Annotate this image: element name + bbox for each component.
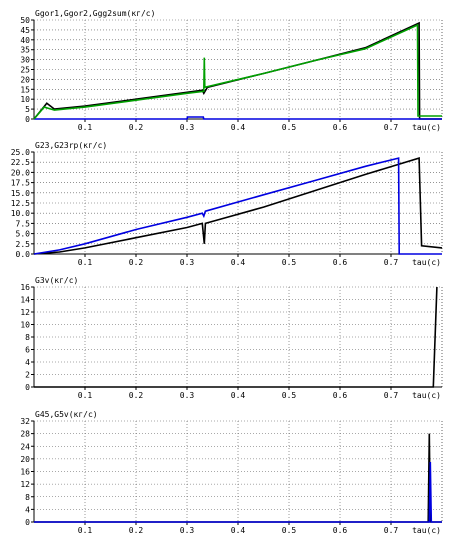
series-line-1 [33, 21, 442, 120]
y-tick-label: 16 [20, 283, 30, 292]
x-tick-label: 0.3 [180, 391, 195, 400]
x-tick-label: 0.6 [333, 123, 348, 132]
y-tick-label: 5 [25, 105, 30, 114]
x-tick-label: 0.4 [231, 391, 246, 400]
x-tick-label: 0.4 [231, 526, 246, 535]
y-tick-label: 4 [25, 358, 30, 367]
y-tick-label: 16 [20, 468, 30, 477]
x-axis-label: tau(c) [412, 391, 441, 400]
y-tick-label: 8 [25, 493, 30, 502]
y-tick-label: 17.5 [11, 179, 30, 188]
y-tick-label: 30 [20, 56, 30, 65]
series-line-2 [33, 157, 442, 255]
x-axis-label: tau(c) [412, 258, 441, 267]
y-tick-label: 20.0 [11, 168, 30, 177]
y-tick-label: 10 [20, 95, 30, 104]
y-tick-label: 25 [20, 66, 30, 75]
y-tick-label: 35 [20, 46, 30, 55]
chart-panel-3: 0 2 4 6 8 10 12 14 16 0.1 0.2 0.3 0.4 0.5 0.6 0.7 G3v(кг… [20, 276, 443, 400]
series-line-3 [33, 23, 442, 120]
x-tick-label: 0.6 [333, 526, 348, 535]
series-line-1 [33, 157, 443, 255]
x-tick-label: 0.2 [129, 258, 144, 267]
x-tick-label: 0.5 [282, 526, 297, 535]
y-tick-label: 32 [20, 417, 30, 426]
x-tick-label: 0.6 [333, 391, 348, 400]
x-tick-label: 0.7 [384, 391, 399, 400]
y-tick-label: 5.0 [16, 230, 31, 239]
y-tick-label: 0 [25, 115, 30, 124]
series-line-2 [34, 461, 442, 523]
x-tick-label: 0.2 [129, 391, 144, 400]
x-tick-label: 0.6 [333, 258, 348, 267]
x-tick-label: 0.5 [282, 258, 297, 267]
x-tick-label: 0.1 [78, 258, 93, 267]
y-tick-label: 0.0 [16, 250, 31, 259]
y-tick-label: 50 [20, 16, 30, 25]
x-axis-label: tau(c) [412, 526, 441, 535]
y-tick-label: 45 [20, 26, 30, 35]
chart-panel-4: 0 4 8 12 16 20 24 28 32 0.1 0.2 0.3 0.4 0.5 0.6 0.7 G45,… [20, 410, 443, 535]
y-tick-label: 20 [20, 75, 30, 84]
y-tick-label: 12.5 [11, 199, 30, 208]
chart-panel-2: 0.02.55.0 7.510.012.515.017.5 20.022.525.0… [11, 141, 443, 267]
x-tick-label: 0.3 [180, 258, 195, 267]
y-tick-label: 8 [25, 333, 30, 342]
y-tick-label: 28 [20, 430, 30, 439]
x-tick-label: 0.5 [282, 123, 297, 132]
x-tick-label: 0.2 [129, 526, 144, 535]
y-tick-label: 24 [20, 442, 30, 451]
y-tick-label: 10 [20, 321, 30, 330]
chart-title: G45,G5v(кг/с) [35, 410, 98, 419]
y-tick-label: 20 [20, 455, 30, 464]
x-tick-label: 0.7 [384, 258, 399, 267]
series-line-1 [34, 286, 438, 388]
x-tick-label: 0.1 [78, 526, 93, 535]
x-axis-label: tau(c) [412, 123, 441, 132]
x-tick-label: 0.4 [231, 258, 246, 267]
y-tick-label: 0 [25, 518, 30, 527]
y-tick-label: 15 [20, 85, 30, 94]
y-tick-label: 2 [25, 371, 30, 380]
y-tick-label: 12 [20, 480, 30, 489]
chart-title: G23,G23rp(кг/с) [35, 141, 107, 150]
series-line-2 [34, 116, 442, 120]
chart-title: G3v(кг/с) [35, 276, 78, 285]
y-tick-label: 40 [20, 36, 30, 45]
y-tick-label: 4 [25, 505, 30, 514]
chart-title: Ggor1,Ggor2,Ggg2sum(кг/с) [35, 9, 155, 18]
y-tick-label: 7.5 [16, 219, 31, 228]
x-tick-label: 0.4 [231, 123, 246, 132]
x-tick-label: 0.2 [129, 123, 144, 132]
y-tick-label: 15.0 [11, 189, 30, 198]
x-tick-label: 0.3 [180, 526, 195, 535]
x-tick-label: 0.3 [180, 123, 195, 132]
x-tick-label: 0.1 [78, 123, 93, 132]
x-tick-label: 0.7 [384, 123, 399, 132]
y-tick-label: 0 [25, 383, 30, 392]
x-tick-label: 0.1 [78, 391, 93, 400]
y-tick-label: 14 [20, 296, 30, 305]
x-tick-label: 0.5 [282, 391, 297, 400]
x-tick-label: 0.7 [384, 526, 399, 535]
y-tick-label: 6 [25, 346, 30, 355]
y-tick-label: 2.5 [16, 240, 31, 249]
y-tick-label: 25.0 [11, 148, 30, 157]
y-tick-label: 10.0 [11, 209, 30, 218]
y-tick-label: 12 [20, 308, 30, 317]
y-tick-label: 22.5 [11, 158, 30, 167]
